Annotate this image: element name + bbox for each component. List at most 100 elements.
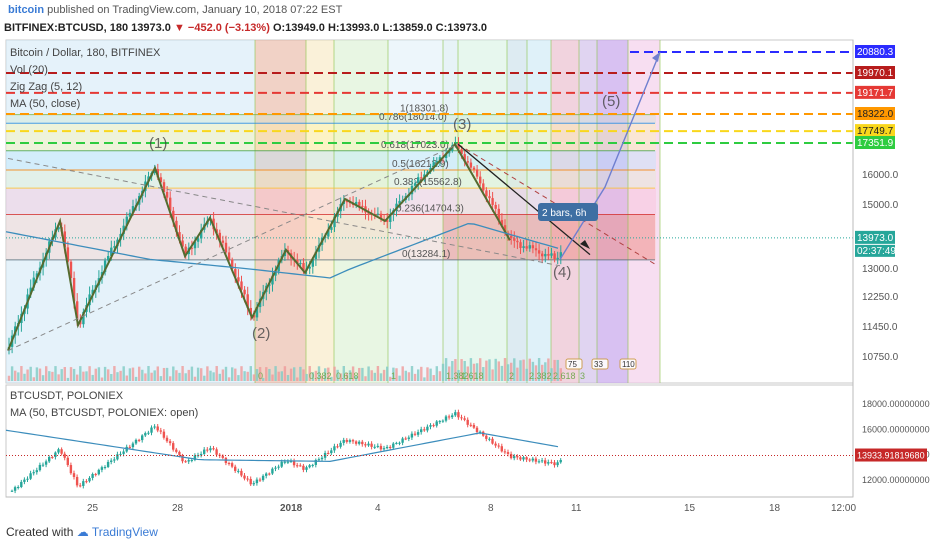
volume-bar xyxy=(45,366,48,381)
volume-bar xyxy=(237,375,240,381)
candle-body xyxy=(274,271,277,276)
time-axis-tick: 15 xyxy=(684,503,696,514)
candle-body xyxy=(255,307,259,318)
candle-body xyxy=(38,464,42,471)
price-label-text: 17749.7 xyxy=(857,126,894,137)
volume-bar xyxy=(339,373,342,381)
volume-bar xyxy=(438,371,442,381)
candle-body xyxy=(435,421,438,426)
candle-body xyxy=(333,446,336,451)
time-fib-label: 1.618 xyxy=(461,371,484,381)
volume-bar xyxy=(35,367,39,381)
candle-body xyxy=(382,448,386,450)
candle-body xyxy=(178,232,181,241)
time-zone-band-3 xyxy=(334,40,388,383)
author-link[interactable]: bitcoin xyxy=(8,4,45,16)
candle-body xyxy=(63,453,66,458)
candle-body xyxy=(128,446,131,448)
candle-body xyxy=(221,240,225,243)
volume-bar xyxy=(435,366,438,381)
candle-body xyxy=(413,433,417,435)
candle-body xyxy=(79,485,82,487)
candle-body xyxy=(420,429,423,433)
candle-body xyxy=(528,245,531,249)
volume-bar xyxy=(432,375,435,381)
candle-body xyxy=(215,449,218,455)
candle-body xyxy=(398,200,401,204)
candle-body xyxy=(417,177,420,184)
candle-body xyxy=(519,457,522,460)
candle-body xyxy=(469,162,473,168)
volume-bar xyxy=(556,359,559,381)
fib-band-2 xyxy=(6,150,656,170)
volume-bar xyxy=(153,370,156,381)
candle-body xyxy=(128,212,132,217)
volume-bar xyxy=(314,370,318,381)
measure-tooltip-text: 2 bars, 6h xyxy=(542,208,586,219)
event-badge xyxy=(565,358,583,370)
candle-body xyxy=(296,465,299,467)
candle-body xyxy=(416,432,420,435)
candle-body xyxy=(162,431,166,438)
volume-bar xyxy=(457,369,460,381)
candle-body xyxy=(23,479,26,482)
volume-bar xyxy=(559,368,562,381)
candle-body xyxy=(103,467,107,469)
indicator-volume[interactable]: Vol (20) xyxy=(10,64,48,76)
indicator-ma[interactable]: MA (50, close) xyxy=(10,98,81,110)
chart-canvas[interactable]: 1(18301.8)0.786(18014.0) 0.618(17023.0) 0.… xyxy=(0,0,932,520)
candle-body xyxy=(175,220,178,233)
volume-bar xyxy=(413,373,417,381)
volume-bar xyxy=(497,361,500,381)
volume-bar xyxy=(503,358,507,381)
lower-pane-indicator[interactable]: MA (50, BTCUSDT, POLONIEX: open) xyxy=(10,407,199,419)
candle-body xyxy=(516,240,519,243)
volume-bar xyxy=(420,366,423,381)
candle-body xyxy=(289,461,293,463)
volume-bar xyxy=(178,372,181,381)
candle-body xyxy=(153,169,156,173)
candle-body xyxy=(302,465,305,470)
candle-body xyxy=(271,275,274,285)
volume-bar xyxy=(379,373,383,381)
price-axis-tick: 15000.0 xyxy=(862,200,899,211)
volume-bar xyxy=(246,371,249,381)
candle-body xyxy=(544,460,547,464)
price-label-text: 20880.3 xyxy=(857,47,894,58)
candle-body xyxy=(540,460,544,462)
candle-body xyxy=(32,472,35,474)
volume-bar xyxy=(51,371,54,381)
time-zone-band-7 xyxy=(507,40,527,383)
candle-body xyxy=(69,465,73,474)
candle-body xyxy=(358,441,361,444)
tradingview-link[interactable]: TradingView xyxy=(91,525,158,539)
volume-bar xyxy=(351,366,355,381)
event-badge xyxy=(591,358,609,370)
volume-bar xyxy=(32,377,35,381)
candle-body xyxy=(215,229,218,233)
candle-body xyxy=(113,246,116,248)
volume-bar xyxy=(475,363,479,381)
candle-body xyxy=(370,443,373,447)
volume-bar xyxy=(206,366,209,381)
candle-body xyxy=(224,242,228,253)
indicator-zigzag[interactable]: Zig Zag (5, 12) xyxy=(10,81,83,93)
volume-bar xyxy=(38,368,42,381)
volume-bar xyxy=(293,367,296,381)
candle-body xyxy=(119,453,122,455)
time-fib-label: 0.618 xyxy=(336,371,359,381)
candle-body xyxy=(29,473,32,479)
volume-bar xyxy=(116,372,119,381)
volume-bar xyxy=(234,368,237,381)
candle-body xyxy=(206,449,209,451)
candle-body xyxy=(485,435,488,439)
candle-body xyxy=(317,459,321,461)
candle-body xyxy=(361,441,364,445)
volume-bar xyxy=(423,377,426,381)
candle-body xyxy=(550,253,553,256)
candle-body xyxy=(478,431,482,433)
price-label-text: 19970.1 xyxy=(857,68,894,79)
volume-bar xyxy=(119,370,122,381)
time-zone-band-5 xyxy=(443,40,458,383)
candle-body xyxy=(376,213,380,215)
